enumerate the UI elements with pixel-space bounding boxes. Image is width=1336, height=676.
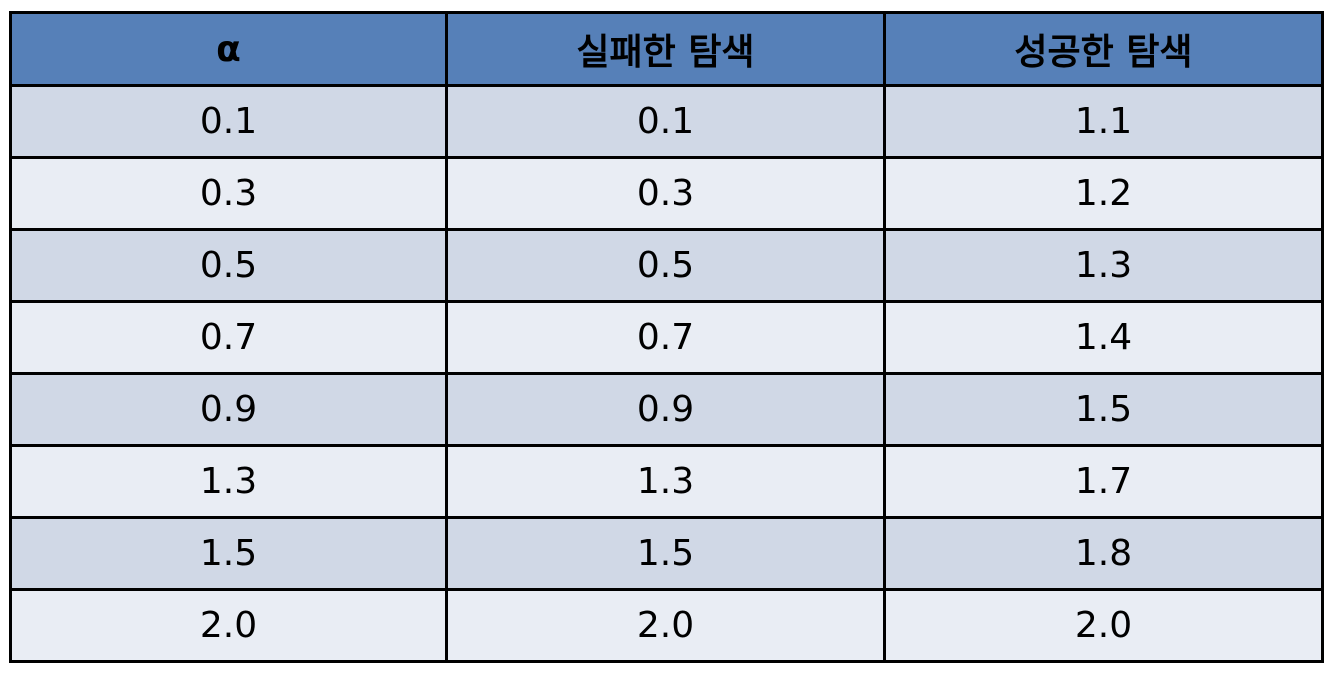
data-table: α 실패한 탐색 성공한 탐색 0.1 0.1 1.1 0.3 0.3 1.2 0.5 0.5…	[9, 11, 1324, 663]
table-cell: 1.5	[883, 372, 1324, 447]
table-cell: 2.0	[883, 588, 1324, 663]
table-cell: 1.2	[883, 156, 1324, 231]
header-row: α 실패한 탐색 성공한 탐색	[9, 11, 1324, 87]
table-cell: 0.3	[445, 156, 886, 231]
table-cell: 0.9	[445, 372, 886, 447]
table-cell: 1.7	[883, 444, 1324, 519]
table-row: 0.1 0.1 1.1	[9, 84, 1324, 159]
table-cell: 1.4	[883, 300, 1324, 375]
table-cell: 1.5	[9, 516, 448, 591]
header-successful-search: 성공한 탐색	[883, 11, 1324, 87]
table-row: 1.3 1.3 1.7	[9, 444, 1324, 519]
table-cell: 0.3	[9, 156, 448, 231]
table-cell: 0.5	[9, 228, 448, 303]
table-row: 2.0 2.0 2.0	[9, 588, 1324, 663]
table-cell: 2.0	[445, 588, 886, 663]
table-cell: 1.5	[445, 516, 886, 591]
table-cell: 1.3	[883, 228, 1324, 303]
table-cell: 0.5	[445, 228, 886, 303]
table-cell: 0.7	[9, 300, 448, 375]
table-cell: 2.0	[9, 588, 448, 663]
clipped-text: 2	[472, 0, 491, 6]
table-row: 1.5 1.5 1.8	[9, 516, 1324, 591]
table-cell: 1.1	[883, 84, 1324, 159]
table-cell: 1.8	[883, 516, 1324, 591]
table-cell: 0.1	[445, 84, 886, 159]
table-cell: 0.7	[445, 300, 886, 375]
table-cell: 0.9	[9, 372, 448, 447]
header-alpha: α	[9, 11, 448, 87]
table-cell: 1.3	[9, 444, 448, 519]
header-failed-search: 실패한 탐색	[445, 11, 886, 87]
table-row: 0.9 0.9 1.5	[9, 372, 1324, 447]
table-row: 0.7 0.7 1.4	[9, 300, 1324, 375]
table-row: 0.3 0.3 1.2	[9, 156, 1324, 231]
table-cell: 1.3	[445, 444, 886, 519]
table-row: 0.5 0.5 1.3	[9, 228, 1324, 303]
table-cell: 0.1	[9, 84, 448, 159]
